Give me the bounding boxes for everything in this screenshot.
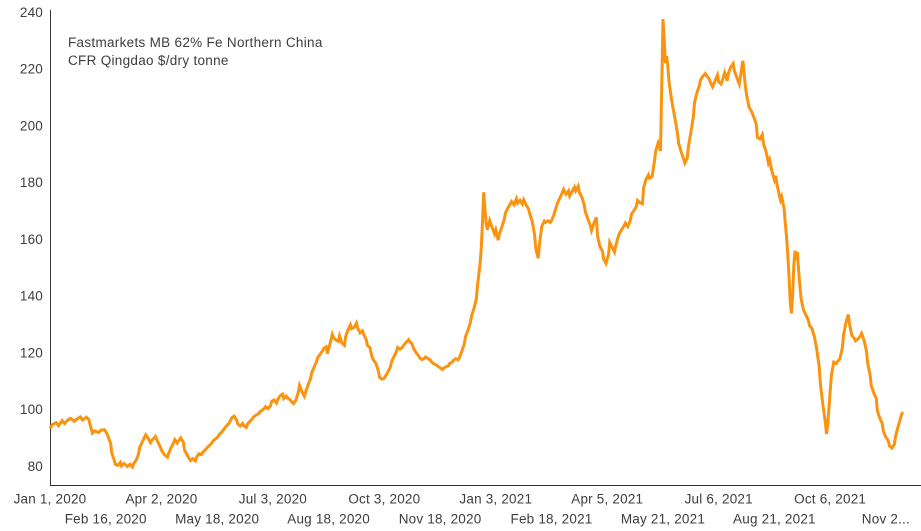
y-tick-label: 120 <box>20 345 43 360</box>
price-line-series <box>48 19 905 471</box>
x-tick-label: Apr 2, 2020 <box>125 492 197 507</box>
x-tick-label: May 18, 2020 <box>175 512 259 527</box>
y-tick-label: 160 <box>20 232 43 247</box>
y-tick-label: 200 <box>20 118 43 133</box>
y-tick-label: 240 <box>20 5 43 20</box>
x-tick-label: May 21, 2021 <box>621 512 705 527</box>
x-tick-label: Jan 1, 2020 <box>14 492 87 507</box>
y-tick-label: 220 <box>20 62 43 77</box>
y-tick-label: 80 <box>28 459 43 474</box>
x-tick-label: Oct 3, 2020 <box>348 492 420 507</box>
x-tick-label: Oct 6, 2021 <box>794 492 866 507</box>
chart-title-line-2: CFR Qingdao $/dry tonne <box>68 53 229 68</box>
y-tick-label: 140 <box>20 289 43 304</box>
x-tick-label: Nov 18, 2020 <box>399 512 482 527</box>
x-tick-label: Jul 6, 2021 <box>685 492 753 507</box>
y-tick-label: 180 <box>20 175 43 190</box>
x-tick-label: Jul 3, 2020 <box>239 492 307 507</box>
x-tick-label: Feb 16, 2020 <box>65 512 147 527</box>
x-tick-label: Apr 5, 2021 <box>571 492 643 507</box>
x-tick-label: Nov 2... <box>862 512 910 527</box>
x-tick-label: Aug 18, 2020 <box>287 512 370 527</box>
chart-title-line-1: Fastmarkets MB 62% Fe Northern China <box>68 35 323 50</box>
x-tick-label: Aug 21, 2021 <box>733 512 816 527</box>
y-tick-label: 100 <box>20 402 43 417</box>
y-axis-labels: 80 100 120 140 160 180 200 220 240 <box>20 5 43 474</box>
x-axis-labels: Jan 1, 2020 Feb 16, 2020 Apr 2, 2020 May 18… <box>14 492 910 527</box>
x-tick-label: Jan 3, 2021 <box>459 492 532 507</box>
x-tick-label: Feb 18, 2021 <box>511 512 593 527</box>
